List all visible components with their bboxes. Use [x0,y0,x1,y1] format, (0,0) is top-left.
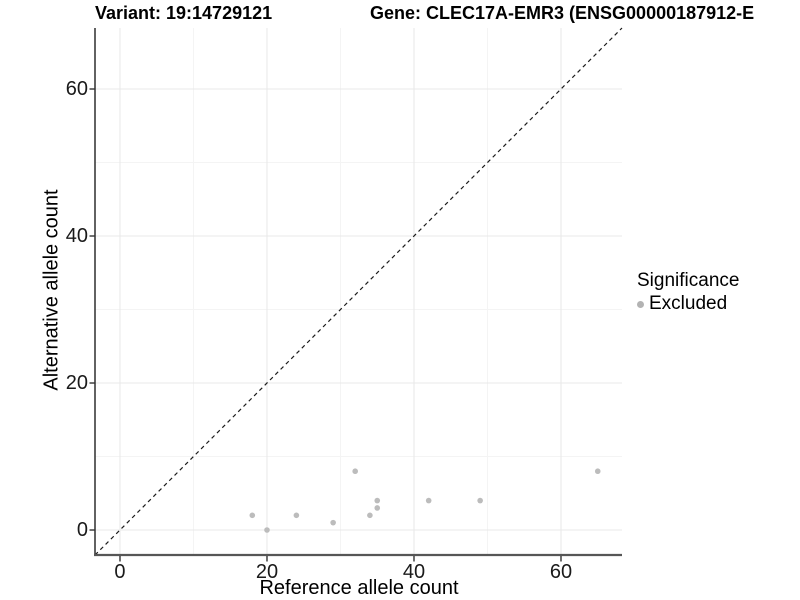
legend: Significance Excluded [637,270,739,315]
data-point [352,468,358,475]
legend-key-dot-icon [637,300,644,308]
data-point [249,512,256,519]
legend-title: Significance [637,270,740,291]
y-tick-label: 40 [65,225,88,247]
identity-reference-line [94,27,623,556]
data-point [425,497,432,504]
x-tick-label: 20 [255,561,279,583]
data-point [264,527,270,533]
data-point [374,505,381,511]
data-point [293,512,300,519]
data-point [330,519,336,526]
legend-item-label: Excluded [649,293,728,314]
x-tick-label: 40 [402,561,426,583]
y-tick-label: 0 [76,519,88,541]
y-tick-label: 20 [65,372,88,394]
data-point [367,512,373,519]
y-axis-label: Alternative allele count [40,189,63,391]
y-tick-label: 60 [65,78,88,100]
plot-title-gene: Gene: CLEC17A-EMR3 (ENSG00000187912-E [370,3,755,23]
x-axis-label: Reference allele count [259,577,459,599]
x-tick-label: 0 [114,561,126,583]
plot-title-variant: Variant: 19:14729121 [95,3,273,23]
legend-item-excluded: Excluded [637,293,739,315]
data-point [594,468,601,475]
data-point [477,497,483,504]
data-point [374,497,381,504]
x-tick-label: 60 [549,561,573,583]
